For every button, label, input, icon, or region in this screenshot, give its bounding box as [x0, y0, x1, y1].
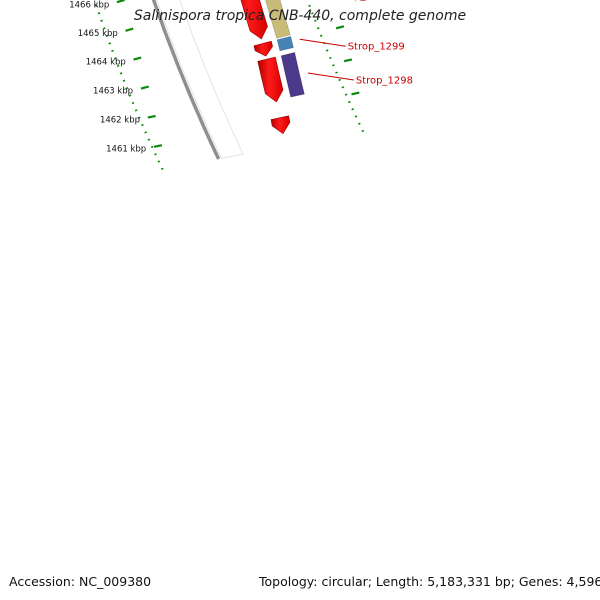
gene-labels: Strop_1298Strop_1299Strop_1300Strop_1301… — [299, 0, 413, 87]
backbone-line — [151, 0, 221, 160]
outer-tick-mark — [343, 58, 353, 63]
tick-label: 1465 kbp — [78, 29, 118, 39]
feature-arrow — [240, 0, 268, 40]
accession-label: Accession: NC_009380 — [9, 574, 152, 589]
feature-arrow — [253, 40, 273, 57]
tick-mark — [140, 85, 149, 90]
feature-arrow — [257, 56, 284, 103]
map-title: Salinispora tropica CNB-440, complete ge… — [133, 8, 467, 24]
gene-label-leader — [307, 72, 354, 81]
tick-mark — [153, 144, 163, 148]
gene-bar — [276, 36, 294, 52]
gene-label-leader — [299, 38, 346, 47]
tick-mark — [133, 56, 142, 61]
tick-label: 1463 kbp — [93, 87, 133, 97]
tick-label: 1464 kbp — [86, 58, 126, 68]
backbone-band — [156, 0, 244, 159]
tick-mark — [125, 27, 134, 32]
tick-marks: 1461 kbp 1462 kbp 1463 kbp 1464 kbp 1465 kbp… — [69, 0, 360, 154]
feature-track — [240, 0, 291, 135]
tick-label: 1466 kbp — [69, 1, 109, 11]
outer-tick-mark — [351, 91, 360, 96]
gene-track — [265, 0, 305, 98]
gene-label: Strop_1298 — [356, 76, 413, 87]
gene-label: Strop_1300 — [334, 0, 391, 2]
feature-arrow — [270, 115, 291, 135]
tick-label: 1462 kbp — [100, 115, 140, 125]
tick-mark — [147, 114, 156, 119]
tick-mark — [116, 0, 125, 4]
gene-label: Strop_1299 — [348, 42, 405, 53]
gene-bar — [280, 52, 305, 98]
gene-bar — [265, 0, 291, 39]
backbone-track — [151, 0, 244, 160]
outer-tick-mark — [335, 25, 345, 30]
tick-label: 1461 kbp — [106, 144, 146, 154]
topology-label: Topology: circular; Length: 5,183,331 bp… — [259, 574, 600, 589]
